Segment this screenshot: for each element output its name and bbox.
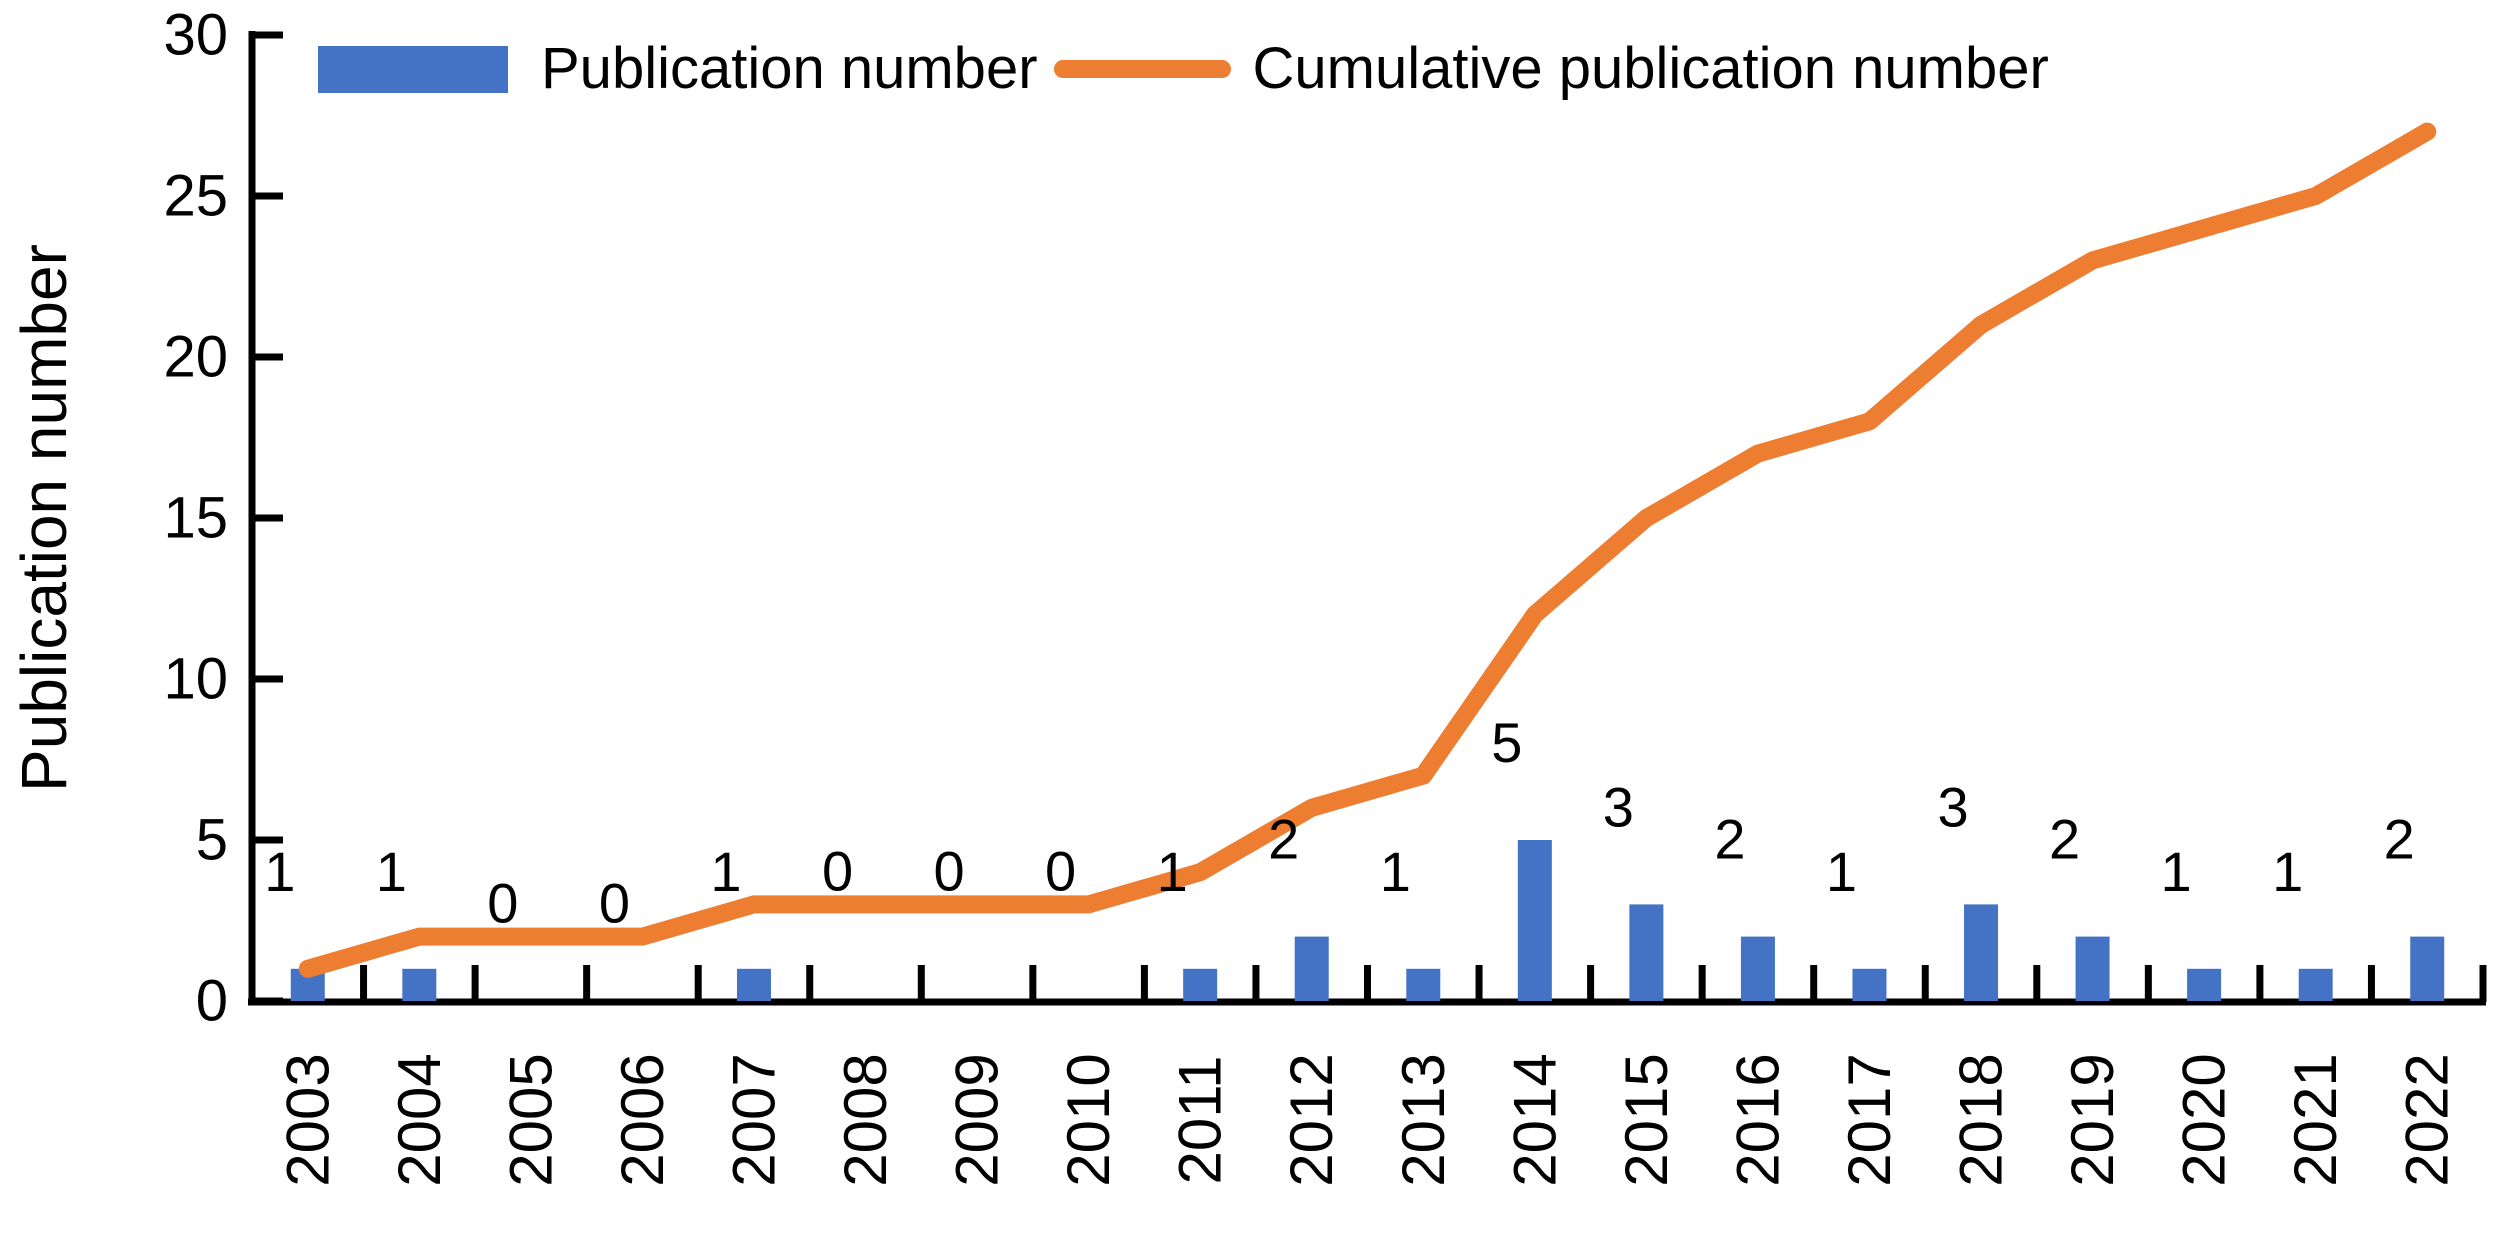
cumulative-line (298, 122, 2437, 978)
x-category-label: 2008 (832, 1053, 899, 1186)
y-tick-label: 0 (196, 969, 228, 1034)
bar-data-label: 0 (933, 839, 964, 902)
x-category-label: 2007 (720, 1053, 787, 1186)
x-category-label: 2013 (1390, 1053, 1457, 1186)
bar-data-label: 2 (1268, 808, 1299, 871)
bar-data-label: 1 (1826, 840, 1857, 903)
bar-data-label: 2 (1714, 808, 1745, 871)
bar-2019 (2075, 936, 2110, 1001)
x-category-label: 2015 (1613, 1053, 1680, 1186)
bar-2014 (1517, 840, 1552, 1001)
x-category-label: 2004 (386, 1053, 453, 1186)
x-category-label: 2022 (2394, 1053, 2461, 1186)
x-category-label: 2003 (274, 1053, 341, 1186)
bar-data-label: 1 (1157, 840, 1188, 903)
x-category-label: 2011 (1167, 1055, 1234, 1184)
y-tick-label: 20 (163, 325, 228, 390)
bar-2007 (736, 968, 771, 1001)
bar-data-label: 1 (264, 840, 295, 903)
bar-data-label: 0 (487, 872, 518, 935)
bar-2022 (2410, 936, 2445, 1001)
bar-data-label: 2 (2384, 808, 2415, 871)
bar-data-label: 2 (2049, 808, 2080, 871)
bar-data-label: 5 (1491, 711, 1522, 774)
y-tick-label: 15 (163, 486, 228, 551)
y-tick-label: 25 (163, 164, 228, 229)
bar-data-label: 1 (1380, 840, 1411, 903)
bar-2021 (2298, 968, 2333, 1001)
bar-data-label: 0 (1045, 839, 1076, 902)
x-category-label: 2018 (1948, 1053, 2015, 1186)
x-category-label: 2009 (944, 1053, 1011, 1186)
x-category-label: 2005 (497, 1053, 564, 1186)
x-category-label: 2020 (2171, 1053, 2238, 1186)
legend-bar-swatch (318, 45, 508, 93)
bar-2016 (1740, 936, 1775, 1001)
x-category-label: 2019 (2059, 1053, 2126, 1186)
y-tick-label: 5 (196, 808, 228, 873)
x-category-label: 2014 (1501, 1053, 1568, 1186)
bar-2013 (1406, 968, 1441, 1001)
bar-2018 (1964, 904, 1999, 1001)
bar-data-label: 1 (2161, 840, 2192, 903)
bar-2020 (2187, 968, 2222, 1001)
bar-data-label: 1 (376, 840, 407, 903)
bar-2012 (1294, 936, 1329, 1001)
bar-2017 (1852, 968, 1887, 1001)
legend-line-swatch (1053, 60, 1231, 78)
x-category-label: 2017 (1836, 1053, 1903, 1186)
x-category-label: 2021 (2282, 1053, 2349, 1186)
bar-2004 (402, 968, 437, 1001)
x-category-label: 2016 (1724, 1053, 1791, 1186)
bar-data-label: 0 (599, 872, 630, 935)
x-category-label: 2006 (609, 1053, 676, 1186)
x-category-label: 2012 (1278, 1053, 1345, 1186)
y-tick-label: 10 (163, 647, 228, 712)
legend: Publication number Cumulative publicatio… (318, 40, 2049, 98)
bar-data-label: 0 (822, 839, 853, 902)
bar-data-label: 1 (2272, 840, 2303, 903)
legend-line-label: Cumulative publication number (1252, 36, 2049, 101)
bar-data-label: 3 (1937, 775, 1968, 838)
bar-2011 (1183, 968, 1218, 1001)
bar-data-label: 1 (710, 840, 741, 903)
bar-2015 (1629, 904, 1664, 1001)
y-axis-title: Publication number (8, 244, 80, 792)
y-tick-label: 30 (163, 3, 228, 68)
bar-data-label: 3 (1603, 775, 1634, 838)
legend-bar-label: Publication number (541, 36, 1038, 101)
x-category-label: 2010 (1055, 1053, 1122, 1186)
